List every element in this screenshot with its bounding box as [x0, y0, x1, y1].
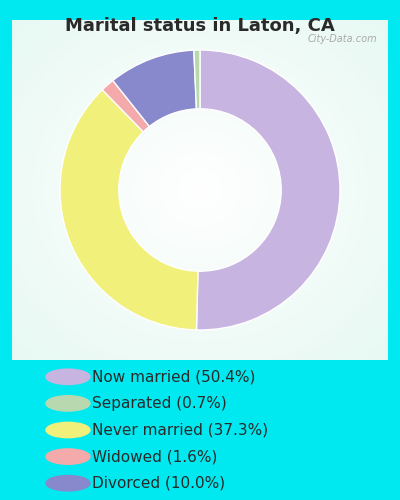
Circle shape: [46, 449, 90, 464]
Circle shape: [46, 396, 90, 411]
Wedge shape: [194, 50, 200, 109]
Wedge shape: [113, 50, 196, 126]
Text: Now married (50.4%): Now married (50.4%): [92, 370, 255, 384]
Text: Separated (0.7%): Separated (0.7%): [92, 396, 227, 411]
Text: Marital status in Laton, CA: Marital status in Laton, CA: [65, 18, 335, 36]
Wedge shape: [60, 90, 198, 330]
Text: Widowed (1.6%): Widowed (1.6%): [92, 449, 217, 464]
Text: City-Data.com: City-Data.com: [307, 34, 377, 43]
Circle shape: [46, 369, 90, 384]
Wedge shape: [102, 80, 150, 132]
Text: Divorced (10.0%): Divorced (10.0%): [92, 476, 225, 490]
Circle shape: [46, 422, 90, 438]
Circle shape: [46, 476, 90, 491]
Wedge shape: [196, 50, 340, 330]
Text: Never married (37.3%): Never married (37.3%): [92, 422, 268, 438]
